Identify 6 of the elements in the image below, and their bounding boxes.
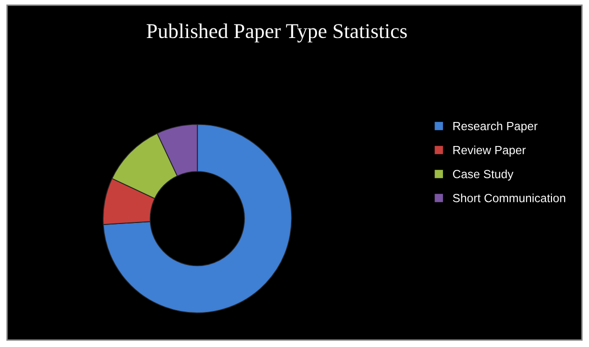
legend-label: Case Study <box>453 170 514 181</box>
legend-label: Research Paper <box>453 122 538 133</box>
legend-label: Review Paper <box>453 146 526 157</box>
legend-label: Short Communication <box>452 194 566 202</box>
chart-title: Published Paper Type Statistics <box>146 23 407 42</box>
donut-slice <box>102 124 292 314</box>
